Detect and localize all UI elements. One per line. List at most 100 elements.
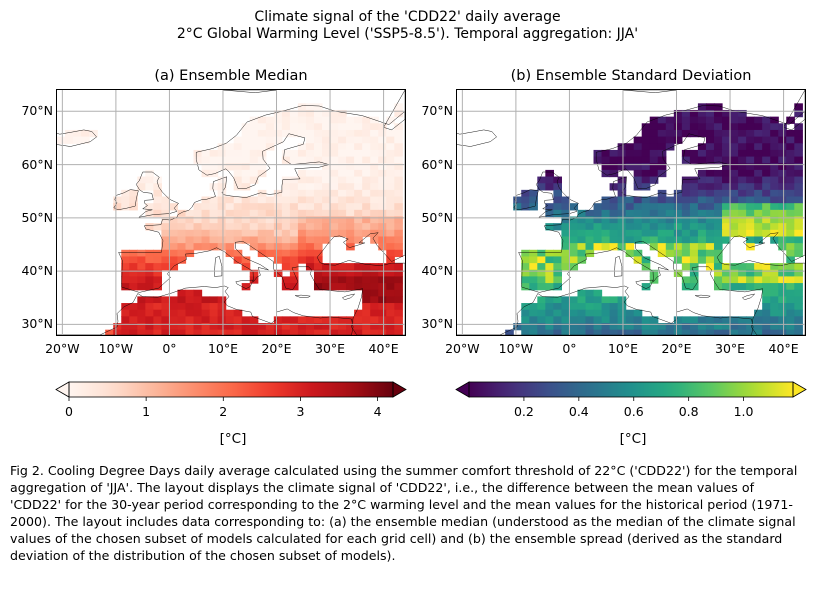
heatmap-cell <box>338 116 347 124</box>
heatmap-cell <box>338 196 347 204</box>
heatmap-cell <box>794 109 803 118</box>
heatmap-cell <box>233 316 243 324</box>
heatmap-cell <box>730 129 739 138</box>
heatmap-cell <box>225 323 235 331</box>
heatmap-cell <box>249 136 259 144</box>
heatmap-cell <box>641 203 651 211</box>
heatmap-cell <box>681 203 691 211</box>
heatmap-cell <box>633 163 643 171</box>
heatmap-cell <box>657 223 667 231</box>
lat-tick-label: 30°N <box>421 316 453 332</box>
heatmap-cell <box>641 223 651 231</box>
heatmap-cell <box>217 229 227 238</box>
heatmap-cell <box>362 169 371 178</box>
heatmap-cell <box>681 149 691 158</box>
lon-tick-label: 20°W <box>445 341 480 356</box>
heatmap-cell <box>722 323 731 331</box>
heatmap-cell <box>273 136 283 144</box>
heatmap-cell <box>185 289 195 297</box>
heatmap-cell <box>617 189 627 198</box>
heatmap-cell <box>241 316 251 324</box>
heatmap-cell <box>681 249 691 258</box>
figure-title-line2: 2°C Global Warming Level ('SSP5-8.5'). T… <box>176 26 639 42</box>
heatmap-cell <box>394 283 403 291</box>
heatmap-cell <box>786 249 795 258</box>
heatmap-cell <box>649 149 659 158</box>
heatmap-cell <box>778 163 787 171</box>
heatmap-cell <box>697 236 707 244</box>
heatmap-cell <box>249 196 259 204</box>
heatmap-cell <box>241 143 251 151</box>
heatmap-cell <box>738 223 747 231</box>
heatmap-cell <box>217 143 227 151</box>
heatmap-cell <box>233 176 243 184</box>
heatmap-cell <box>641 169 651 178</box>
heatmap-cell <box>738 216 747 224</box>
heatmap-cell <box>521 309 530 317</box>
heatmap-cell <box>233 203 243 211</box>
heatmap-cell <box>241 129 251 138</box>
heatmap-cell <box>121 196 130 204</box>
heatmap-cell <box>153 323 162 331</box>
heatmap-cell <box>561 196 571 204</box>
colorbar-tick-label: 1.0 <box>733 404 754 419</box>
heatmap-cell <box>201 243 211 251</box>
heatmap-cell <box>394 143 403 151</box>
heatmap-cell <box>794 283 803 291</box>
heatmap-cell <box>249 236 259 244</box>
heatmap-cell <box>177 256 187 264</box>
heatmap-cell <box>689 223 699 231</box>
heatmap-cell <box>521 256 530 264</box>
heatmap-cell <box>778 136 787 144</box>
heatmap-cell <box>137 176 146 184</box>
heatmap-cell <box>738 316 747 324</box>
heatmap-cell <box>713 116 723 124</box>
heatmap-cell <box>257 209 267 218</box>
heatmap-cell <box>289 149 299 158</box>
heatmap-cell <box>754 323 763 331</box>
coastline <box>135 171 179 218</box>
heatmap-cell <box>657 163 667 171</box>
heatmap-cell <box>754 229 763 238</box>
heatmap-cell <box>289 183 299 191</box>
heatmap-cell <box>585 216 595 224</box>
heatmap-cell <box>225 216 235 224</box>
heatmap-cell <box>273 129 283 138</box>
heatmap-cell <box>529 303 538 311</box>
heatmap-cell <box>217 196 227 204</box>
heatmap-cell <box>297 236 307 244</box>
heatmap-cell <box>338 209 347 218</box>
heatmap-cell <box>297 196 307 204</box>
heatmap-cell <box>338 143 347 151</box>
heatmap-cell <box>241 223 251 231</box>
heatmap-cell <box>193 316 203 324</box>
heatmap-cell <box>633 156 643 164</box>
heatmap-cell <box>394 229 403 238</box>
heatmap-cell <box>770 143 779 151</box>
heatmap-cell <box>233 163 243 171</box>
heatmap-cell <box>185 316 195 324</box>
coastline <box>342 293 356 301</box>
heatmap-cell <box>338 109 347 118</box>
heatmap-cell <box>649 223 659 231</box>
heatmap-cell <box>641 156 651 164</box>
heatmap-cell <box>362 303 371 311</box>
heatmap-cell <box>225 196 235 204</box>
heatmap-cell <box>601 203 611 211</box>
heatmap-cell <box>330 283 339 291</box>
lon-tick-label: 0° <box>162 341 177 356</box>
heatmap-cell <box>585 329 595 335</box>
heatmap-cell <box>370 323 379 331</box>
heatmap-cell <box>649 243 659 251</box>
heatmap-cell <box>346 183 355 191</box>
heatmap-cell <box>553 256 562 264</box>
heatmap-cell <box>673 109 683 118</box>
heatmap-cell <box>705 203 715 211</box>
heatmap-cell <box>346 323 355 331</box>
heatmap-cell <box>762 329 771 335</box>
colorbar-tick-label: 3 <box>296 404 305 419</box>
heatmap-cell <box>137 276 146 284</box>
heatmap-cell <box>585 296 595 304</box>
heatmap-cell <box>137 283 146 291</box>
heatmap-cell <box>330 203 339 211</box>
